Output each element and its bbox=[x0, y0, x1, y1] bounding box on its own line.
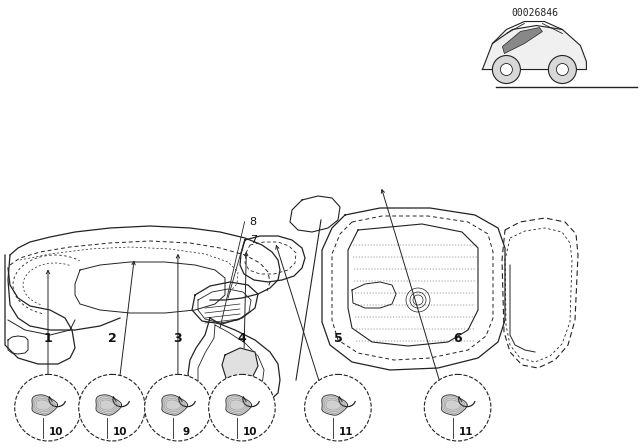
Polygon shape bbox=[483, 26, 586, 69]
Text: 2: 2 bbox=[108, 332, 116, 345]
Polygon shape bbox=[442, 395, 467, 415]
Text: 4: 4 bbox=[237, 332, 246, 345]
Polygon shape bbox=[162, 395, 188, 415]
Text: 00026846: 00026846 bbox=[511, 8, 558, 18]
Circle shape bbox=[548, 56, 577, 83]
Circle shape bbox=[209, 375, 275, 441]
Polygon shape bbox=[322, 395, 348, 415]
Text: 10: 10 bbox=[113, 426, 127, 437]
Text: 8: 8 bbox=[250, 217, 257, 227]
Polygon shape bbox=[32, 395, 58, 415]
Text: 6: 6 bbox=[453, 332, 462, 345]
Circle shape bbox=[79, 375, 145, 441]
Circle shape bbox=[556, 64, 568, 76]
Polygon shape bbox=[502, 27, 543, 53]
Circle shape bbox=[305, 375, 371, 441]
Circle shape bbox=[15, 375, 81, 441]
Text: 1: 1 bbox=[44, 332, 52, 345]
Text: 11: 11 bbox=[339, 426, 353, 437]
Text: 11: 11 bbox=[459, 426, 473, 437]
Polygon shape bbox=[222, 348, 258, 382]
Text: 3: 3 bbox=[173, 332, 182, 345]
Text: 9: 9 bbox=[182, 426, 190, 437]
Circle shape bbox=[424, 375, 491, 441]
Text: 7: 7 bbox=[250, 235, 257, 245]
Text: 5: 5 bbox=[333, 332, 342, 345]
Polygon shape bbox=[226, 395, 252, 415]
Circle shape bbox=[500, 64, 513, 76]
Circle shape bbox=[145, 375, 211, 441]
Circle shape bbox=[492, 56, 520, 83]
Text: 10: 10 bbox=[49, 426, 63, 437]
Polygon shape bbox=[96, 395, 122, 415]
Text: 10: 10 bbox=[243, 426, 257, 437]
